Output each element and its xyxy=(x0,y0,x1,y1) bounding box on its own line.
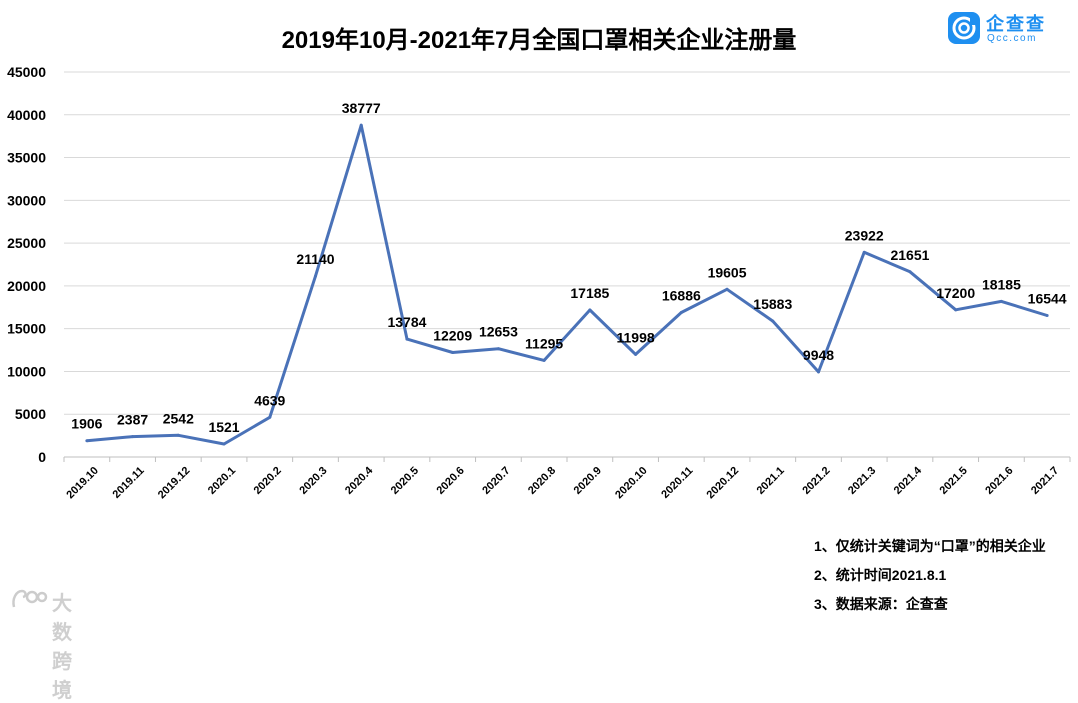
y-tick-label: 45000 xyxy=(7,64,46,80)
data-label: 38777 xyxy=(342,100,381,116)
data-point xyxy=(908,270,912,274)
data-point xyxy=(314,274,317,278)
y-tick-label: 25000 xyxy=(7,235,46,251)
data-label: 12209 xyxy=(433,328,472,344)
x-tick-label: 2019.11 xyxy=(111,465,147,501)
data-point xyxy=(679,311,683,315)
data-point xyxy=(405,337,409,341)
y-tick-label: 40000 xyxy=(7,107,46,123)
data-label: 17200 xyxy=(936,285,975,301)
x-tick-label: 2020.2 xyxy=(252,465,284,497)
grid-layer xyxy=(64,71,1070,415)
note-1: 1、仅统计关键词为“口罩”的相关企业 xyxy=(814,538,1046,554)
x-tick-label: 2020.4 xyxy=(343,464,376,497)
data-label: 21651 xyxy=(890,247,929,263)
note-3: 3、数据来源：企查查 xyxy=(814,596,948,612)
data-label: 11295 xyxy=(525,335,563,351)
watermark-text: 大数跨境 xyxy=(52,593,73,702)
data-label-layer: 1906 2387 2542 1521 4639 21140 38777 13784 12209… xyxy=(71,100,1067,435)
series-line xyxy=(86,123,1048,446)
note-2: 2、统计时间2021.8.1 xyxy=(814,567,947,583)
x-tick-label: 2020.5 xyxy=(389,465,421,497)
data-point xyxy=(1045,313,1049,317)
data-point xyxy=(176,433,180,437)
y-tick-label: 5000 xyxy=(15,406,46,422)
line-chart: 0 5000 10000 15000 20000 25000 30000 35000 40000… xyxy=(7,64,1071,502)
x-tick-label: 2020.8 xyxy=(526,465,558,497)
data-point xyxy=(999,299,1003,303)
data-label: 2387 xyxy=(117,412,148,428)
data-label: 1521 xyxy=(208,419,239,435)
data-label: 19605 xyxy=(708,264,747,280)
data-label: 15883 xyxy=(753,296,792,312)
data-label: 17185 xyxy=(570,285,609,301)
brand-name: 企查查 xyxy=(986,14,1046,34)
data-point xyxy=(85,439,89,443)
x-tick-label: 2021.5 xyxy=(938,465,970,497)
data-label: 23922 xyxy=(845,227,884,243)
data-label: 12653 xyxy=(479,324,518,340)
data-label: 21140 xyxy=(296,251,334,267)
x-tick-label: 2020.9 xyxy=(572,465,604,497)
y-tick-label: 35000 xyxy=(7,150,46,166)
y-tick-label: 20000 xyxy=(7,278,46,294)
x-tick-label: 2021.6 xyxy=(983,465,1015,497)
data-point xyxy=(542,358,546,362)
x-tick-label: 2020.11 xyxy=(659,465,695,501)
qcc-logo-icon xyxy=(948,12,980,44)
data-point xyxy=(817,370,820,374)
data-point xyxy=(222,442,226,446)
data-label: 16886 xyxy=(662,288,701,304)
chart-title: 2019年10月-2021年7月全国口罩相关企业注册量 xyxy=(281,27,797,54)
data-label: 9948 xyxy=(803,347,834,363)
y-tick-label: 30000 xyxy=(7,192,46,208)
x-tick-label: 2020.3 xyxy=(297,465,329,497)
y-tick-label: 10000 xyxy=(7,363,46,379)
data-point xyxy=(725,287,729,291)
brand-domain: Qcc.com xyxy=(987,33,1037,44)
data-label: 1906 xyxy=(71,416,102,432)
data-label: 13784 xyxy=(387,314,426,330)
data-label: 4639 xyxy=(254,392,285,408)
data-point xyxy=(131,435,135,439)
x-tick-label: 2019.12 xyxy=(156,465,193,502)
data-point xyxy=(634,352,638,356)
x-tick-label: 2021.7 xyxy=(1029,465,1061,497)
x-tick-label: 2020.6 xyxy=(435,465,467,497)
y-tick-label: 15000 xyxy=(7,321,46,337)
x-tick-label: 2020.1 xyxy=(206,465,238,497)
data-point xyxy=(954,308,958,312)
x-tick-label: 2021.4 xyxy=(892,464,925,497)
x-tick-label: 2020.10 xyxy=(613,465,650,502)
data-point xyxy=(359,123,363,127)
data-label: 2542 xyxy=(163,410,194,426)
x-tick-label: 2021.2 xyxy=(800,465,832,497)
data-label: 11998 xyxy=(617,329,655,345)
data-point xyxy=(268,415,272,419)
data-point xyxy=(496,347,500,351)
data-label: 16544 xyxy=(1028,290,1067,306)
x-tick-label: 2021.1 xyxy=(755,465,787,497)
x-tick-label: 2019.10 xyxy=(64,465,101,502)
x-tick-label: 2021.3 xyxy=(846,465,878,497)
x-tick-label: 2020.7 xyxy=(480,465,512,497)
data-point xyxy=(862,250,866,254)
data-label: 18185 xyxy=(982,276,1021,292)
watermark-logo-icon xyxy=(10,587,48,617)
data-point xyxy=(451,351,455,355)
y-tick-label: 0 xyxy=(38,449,46,465)
series-layer xyxy=(85,123,1049,446)
x-tick-label: 2020.12 xyxy=(705,465,742,502)
data-point xyxy=(588,308,592,312)
data-point xyxy=(771,319,775,323)
brand-logo: 企查查 Qcc.com xyxy=(948,10,1058,46)
